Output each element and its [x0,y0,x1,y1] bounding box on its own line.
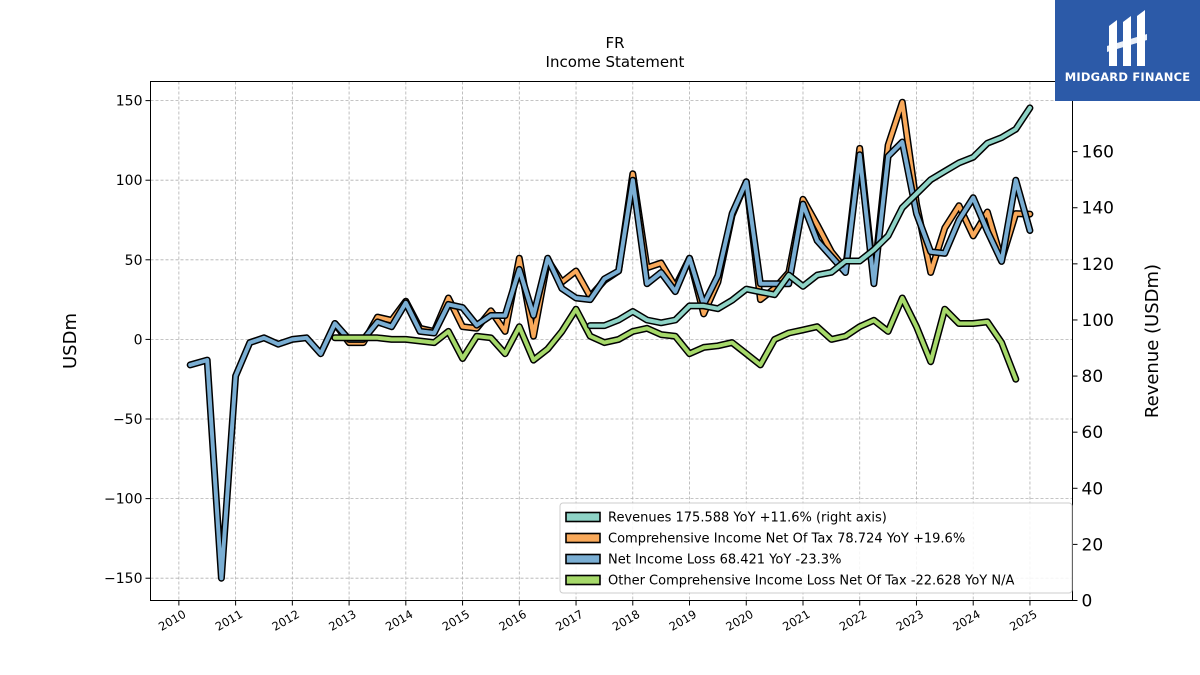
x-tick-label: 2014 [383,607,415,634]
y-left-tick-label: 150 [116,94,143,110]
plot-area-frame [150,81,1073,601]
series-revenues-line [588,105,1032,328]
y-left-tick-label: −150 [104,571,142,587]
x-tick-label: 2019 [667,607,699,634]
y-right-tick-label: 140 [1082,199,1114,219]
y-right-tick-label: 60 [1082,423,1104,443]
y-right-tick-label: 80 [1082,367,1104,387]
y-right-tick-label: 40 [1082,479,1104,499]
series-other-line [332,296,1018,382]
legend-swatch-other [565,574,601,586]
x-tick-label: 2025 [1007,607,1039,634]
y-right-tick-label: 100 [1082,311,1114,331]
x-tick-label: 2013 [326,607,358,634]
legend-swatch-net_income [565,553,601,565]
series-comprehensive-line [332,100,1032,345]
y-left-tick-label: 0 [134,332,143,348]
series-net_income-line [188,140,1032,581]
y-right-tick-label: 120 [1082,255,1114,275]
x-tick-label: 2021 [780,607,812,634]
legend-swatch-comprehensive [565,532,601,544]
legend-label-comprehensive: Comprehensive Income Net Of Tax 78.724 Y… [608,532,965,547]
legend-label-revenues: Revenues 175.588 YoY +11.6% (right axis) [608,511,887,526]
logo-mark-icon [1107,10,1147,66]
legend-label-net_income: Net Income Loss 68.421 YoY -23.3% [608,553,841,568]
y-axis-right-label: Revenue (USDm) [1142,264,1163,418]
x-tick-label: 2023 [894,607,926,634]
chart-subtitle: Income Statement [546,53,685,71]
brand-logo: MIDGARD FINANCE [1055,0,1200,101]
x-tick-label: 2024 [950,607,982,634]
plot-lines [186,98,1034,582]
legend: Revenues 175.588 YoY +11.6% (right axis)… [559,502,1073,594]
legend-box [559,502,1073,594]
x-tick-label: 2012 [269,607,301,634]
y-right-tick-label: 20 [1082,535,1104,555]
legend-swatch-revenues [565,511,601,523]
series-comprehensive-outline [331,98,1034,347]
x-tick-label: 2018 [610,607,642,634]
x-tick-label: 2017 [553,607,585,634]
chart-title: FR [605,34,624,52]
y-right-tick-label: 0 [1082,592,1093,612]
y-axis-left-label: USDm [60,313,81,369]
x-tick-label: 2020 [723,607,755,634]
y-right-tick-label: 160 [1082,143,1114,163]
x-tick-label: 2015 [440,607,472,634]
y-left-tick-label: −100 [104,492,142,508]
logo-text: MIDGARD FINANCE [1064,70,1191,84]
x-tick-label: 2011 [213,607,245,634]
x-tick-label: 2022 [837,607,869,634]
y-left-tick-label: 100 [116,173,143,189]
y-left-tick-label: −50 [113,412,143,428]
y-left-tick-label: 50 [125,253,143,269]
x-tick-label: 2016 [496,607,528,634]
legend-label-other: Other Comprehensive Income Loss Net Of T… [608,574,1014,589]
x-tick-label: 2010 [156,607,188,634]
